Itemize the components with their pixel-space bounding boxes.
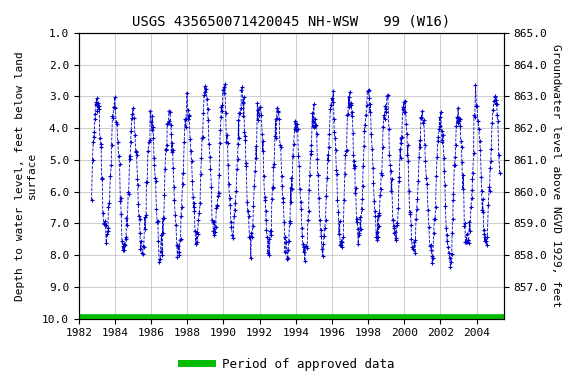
Title: USGS 435650071420045 NH-WSW   99 (W16): USGS 435650071420045 NH-WSW 99 (W16) (132, 15, 450, 29)
Y-axis label: Depth to water level, feet below land
surface: Depth to water level, feet below land su… (15, 51, 37, 301)
Y-axis label: Groundwater level above NGVD 1929, feet: Groundwater level above NGVD 1929, feet (551, 44, 561, 307)
Legend: Period of approved data: Period of approved data (176, 353, 400, 376)
